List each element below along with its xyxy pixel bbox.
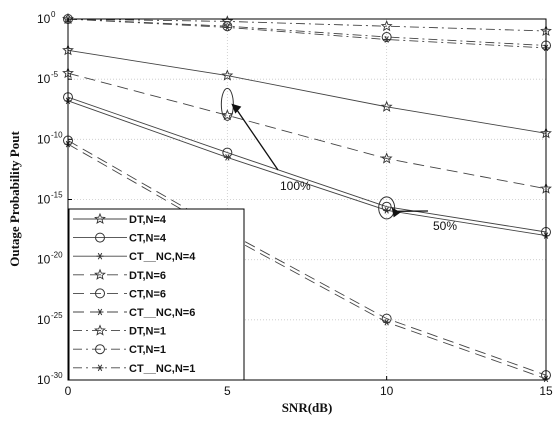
series-line (67, 18, 547, 32)
asterisk-marker (96, 308, 104, 316)
asterisk-stroke (97, 308, 103, 316)
y-tick-label: 10 -30 (37, 371, 63, 387)
legend-label: CT,N=6 (129, 288, 166, 300)
asterisk-marker (383, 36, 391, 43)
series-ct-nc-n-1 (64, 15, 550, 52)
x-ticks: 0 5 10 15 (65, 376, 553, 398)
legend-label: DT,N=4 (129, 214, 167, 226)
series-line (67, 18, 547, 46)
y-tick-base: 10 (37, 313, 51, 327)
x-tick-label: 0 (65, 384, 72, 398)
x-tick-label: 5 (224, 384, 231, 398)
asterisk-stroke (384, 207, 389, 214)
legend-label: CT,N=4 (129, 233, 167, 245)
star-marker (94, 212, 106, 225)
x-tick-label: 15 (539, 384, 553, 398)
legend-item: CT__NC,N=4 (73, 251, 196, 263)
y-tick-label: 10 0 (37, 10, 56, 26)
arrowhead-100 (231, 103, 242, 114)
star-marker (380, 20, 393, 32)
series-line (67, 72, 547, 190)
legend-item: CT__NC,N=1 (73, 363, 195, 375)
y-tick-exponent: -10 (51, 130, 63, 139)
circle-marker (381, 32, 392, 43)
star-marker (221, 15, 234, 27)
legend-item: CT,N=4 (73, 232, 167, 245)
legend-label: CT__NC,N=6 (129, 307, 195, 319)
star-marker (380, 152, 393, 164)
circle-marker (95, 344, 105, 355)
arrow-100 (234, 107, 279, 171)
star-marker (94, 324, 106, 336)
asterisk-marker (96, 364, 104, 372)
group-ellipse-50 (378, 196, 396, 220)
annotations: 100% 50% (220, 87, 457, 233)
circle-marker (95, 232, 105, 243)
y-tick-exponent: -25 (51, 311, 63, 320)
star-marker (380, 100, 393, 112)
annotation-100: 100% (280, 179, 311, 193)
asterisk-marker (383, 318, 391, 326)
y-tick-label: 10 -15 (37, 191, 63, 207)
y-tick-label: 10 -20 (37, 251, 63, 267)
star-marker (221, 109, 234, 121)
y-tick-exponent: -30 (51, 371, 63, 380)
circle-marker (95, 288, 105, 299)
asterisk-stroke (97, 364, 103, 372)
asterisk-stroke (97, 252, 103, 260)
x-axis-label: SNR(dB) (282, 400, 333, 415)
asterisk-stroke (384, 318, 389, 326)
y-tick-base: 10 (37, 253, 51, 267)
y-tick-base: 10 (37, 12, 51, 26)
series-line (67, 96, 547, 233)
y-axis-label: Outage Probability Pout (7, 131, 22, 267)
y-tick-exponent: -15 (51, 191, 63, 200)
legend-item: CT,N=6 (73, 288, 166, 300)
asterisk-marker (223, 24, 231, 31)
legend-item: CT__NC,N=6 (73, 307, 195, 319)
series-line (67, 18, 547, 49)
legend: DT,N=4 CT,N=4 CT__NC,N=4 DT,N=6 CT,N=6 CT__NC… (68, 208, 245, 381)
annotation-50: 50% (433, 219, 457, 233)
legend-label: CT__NC,N=1 (129, 363, 195, 375)
legend-label: CT,N=1 (129, 344, 166, 356)
legend-item: DT,N=6 (73, 268, 166, 282)
legend-item: DT,N=1 (73, 324, 166, 338)
legend-item: DT,N=4 (73, 212, 167, 226)
series-line (67, 49, 547, 134)
y-tick-label: 10 -25 (37, 311, 63, 327)
y-tick-base: 10 (37, 193, 51, 207)
star-marker (221, 69, 234, 81)
asterisk-stroke (225, 24, 230, 31)
y-tick-exponent: -5 (51, 70, 59, 79)
y-tick-exponent: 0 (51, 10, 56, 19)
legend-item: CT,N=1 (73, 344, 166, 356)
asterisk-stroke (225, 154, 230, 161)
y-tick-label: 10 -10 (37, 130, 63, 146)
series-line (67, 143, 547, 380)
x-tick-label: 10 (380, 384, 394, 398)
series-line (67, 140, 547, 376)
y-tick-exponent: -20 (51, 251, 63, 260)
y-tick-base: 10 (37, 132, 51, 146)
legend-label: DT,N=6 (129, 270, 166, 282)
asterisk-marker (96, 252, 104, 260)
asterisk-marker (383, 207, 391, 214)
y-tick-base: 10 (37, 72, 51, 86)
series-group (62, 12, 552, 383)
asterisk-marker (223, 154, 231, 161)
y-tick-base: 10 (37, 373, 51, 387)
circle-marker (222, 21, 233, 32)
legend-label: CT__NC,N=4 (129, 251, 196, 263)
star-marker (94, 268, 106, 280)
y-tick-label: 10 -5 (37, 70, 59, 86)
legend-label: DT,N=1 (129, 326, 166, 338)
series-line (67, 100, 547, 237)
arrowhead-50 (391, 207, 401, 218)
asterisk-stroke (384, 36, 389, 43)
